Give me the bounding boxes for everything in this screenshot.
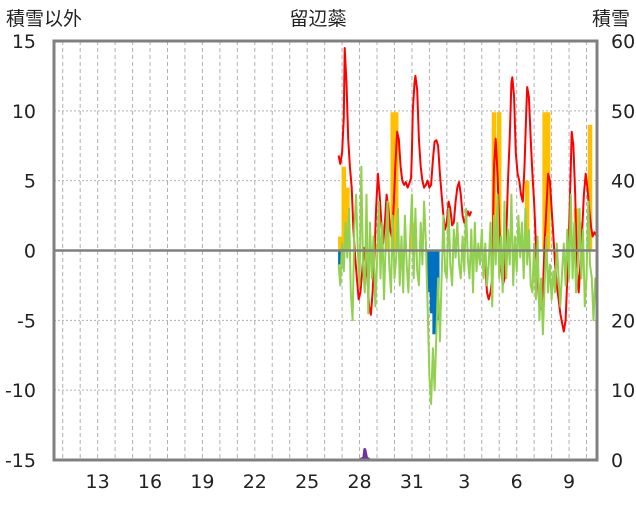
snow_decrease-bar [432, 250, 437, 335]
snowfall-bar [587, 124, 593, 251]
left-tick-label: 15 [12, 31, 36, 53]
right-axis-title: 積雪 [591, 8, 630, 30]
x-tick-label: 31 [400, 471, 424, 493]
snow_decrease-bar [429, 250, 435, 314]
right-tick-label: 20 [611, 310, 635, 332]
x-tick-label: 25 [295, 471, 319, 493]
plot-border [52, 39, 599, 462]
x-tick-label: 16 [138, 471, 162, 493]
snowfall-bar [341, 166, 347, 251]
left-tick-label: -10 [5, 380, 36, 402]
right-tick-label: 30 [611, 241, 635, 263]
chart-title: 留辺蘂 [289, 8, 347, 30]
left-axis-title: 積雪以外 [6, 8, 83, 30]
grid-lines [54, 41, 597, 460]
x-tick-label: 28 [347, 471, 371, 493]
snowfall-bar [524, 180, 530, 251]
x-tick-label: 19 [190, 471, 214, 493]
snow_decrease-bar [338, 250, 343, 265]
snowfall-bar [338, 236, 343, 251]
left-tick-label: 5 [24, 171, 36, 193]
snowfall-bar [345, 187, 350, 251]
temperature-line [337, 47, 473, 316]
left-tick-label: 10 [12, 101, 36, 123]
x-tick-label: 22 [243, 471, 267, 493]
right-tick-label: 50 [611, 101, 635, 123]
snowfall-bar [496, 112, 502, 251]
left-tick-label: 0 [24, 241, 36, 263]
x-tick-label: 6 [511, 471, 523, 493]
left-tick-label: -5 [17, 310, 36, 332]
snow_decrease-bar [427, 250, 432, 293]
plot-frame [52, 39, 599, 462]
snowfall-bar [542, 112, 547, 251]
right-tick-label: 0 [611, 450, 623, 472]
snowfall-bar [390, 112, 395, 251]
left-tick-label: -15 [5, 450, 36, 472]
right-tick-label: 10 [611, 380, 635, 402]
x-tick-label: 3 [458, 471, 470, 493]
snowfall-bar [393, 112, 399, 251]
right-tick-label: 60 [611, 31, 635, 53]
right-tick-label: 40 [611, 171, 635, 193]
x-tick-label: 9 [563, 471, 575, 493]
x-tick-label: 13 [86, 471, 110, 493]
temp_change-line [337, 165, 598, 406]
